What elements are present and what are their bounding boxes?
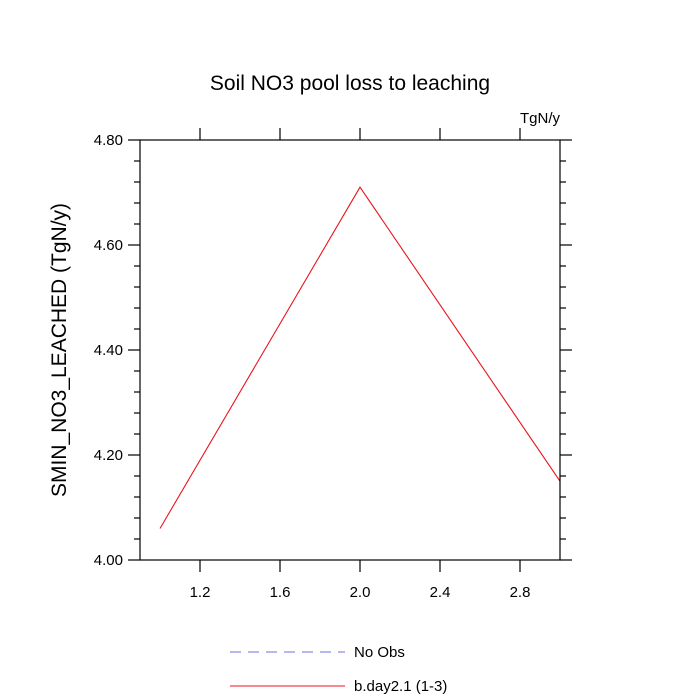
x-tick-label: 1.2 [190,584,211,601]
plot-frame [139,139,561,561]
legend: No Obs b.day2.1 (1-3) [230,644,447,695]
tick-labels-layer: 1.2 1.6 2.0 2.4 2.8 4.00 4.20 4.40 4.60 4.80 [94,132,531,601]
series-line-0 [159,186,561,529]
series-layer [159,186,561,529]
x-tick-label: 2.8 [510,584,531,601]
y-tick-label: 4.00 [94,552,123,569]
y-tick-label: 4.40 [94,342,123,359]
x-tick-label: 1.6 [270,584,291,601]
x-tick-label: 2.0 [350,584,371,601]
y-axis-label: SMIN_NO3_LEACHED (TgN/y) [48,203,71,497]
units-label: TgN/y [520,110,561,127]
y-tick-label: 4.60 [94,237,123,254]
chart-title: Soil NO3 pool loss to leaching [210,72,490,95]
ticks-layer [128,128,572,572]
y-tick-label: 4.80 [94,132,123,149]
x-tick-label: 2.4 [430,584,451,601]
legend-label-b-day2-1: b.day2.1 (1-3) [354,678,447,695]
legend-label-no-obs: No Obs [354,644,405,661]
y-tick-label: 4.20 [94,447,123,464]
